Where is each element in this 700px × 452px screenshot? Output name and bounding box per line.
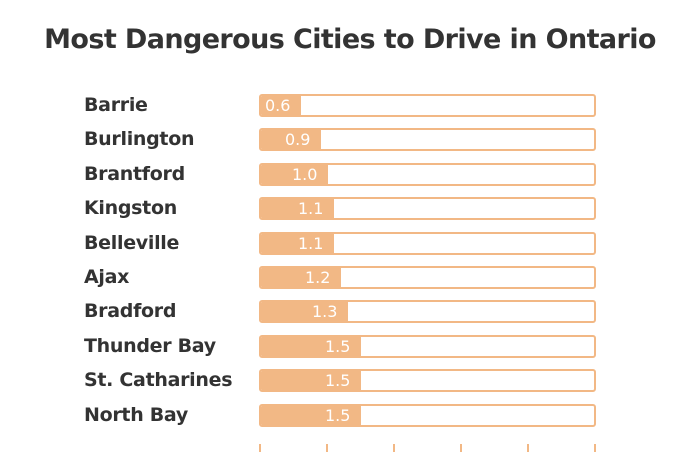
category-label: Ajax bbox=[84, 266, 130, 288]
bar-track: 1.1 bbox=[259, 232, 596, 255]
value-label: 1.5 bbox=[325, 337, 351, 356]
value-label: 1.5 bbox=[325, 371, 351, 390]
category-label: Bradford bbox=[84, 300, 177, 322]
bar-track: 1.1 bbox=[259, 197, 596, 220]
category-label: Belleville bbox=[84, 232, 180, 254]
bar-track: 1.0 bbox=[259, 163, 596, 186]
bar bbox=[261, 96, 301, 115]
value-label: 1.3 bbox=[312, 302, 338, 321]
category-label: Kingston bbox=[84, 197, 177, 219]
category-label: Brantford bbox=[84, 163, 185, 185]
bar-track: 1.5 bbox=[259, 335, 596, 358]
value-label: 0.6 bbox=[265, 96, 291, 115]
value-label: 1.1 bbox=[298, 234, 324, 253]
bar bbox=[261, 268, 341, 287]
value-label: 1.2 bbox=[305, 268, 331, 287]
bar-track: 1.3 bbox=[259, 300, 596, 323]
value-label: 1.1 bbox=[298, 199, 324, 218]
bar-track: 1.5 bbox=[259, 404, 596, 427]
bar bbox=[261, 406, 361, 425]
x-axis-tick bbox=[594, 444, 596, 452]
x-axis-tick bbox=[259, 444, 261, 452]
category-label: St. Catharines bbox=[84, 369, 233, 391]
bar-track: 0.6 bbox=[259, 94, 596, 117]
x-axis-tick bbox=[326, 444, 328, 452]
x-axis-tick bbox=[527, 444, 529, 452]
bar bbox=[261, 302, 348, 321]
value-label: 1.0 bbox=[292, 165, 318, 184]
category-label: Burlington bbox=[84, 128, 195, 150]
category-label: Barrie bbox=[84, 94, 148, 116]
bar-track: 1.5 bbox=[259, 369, 596, 392]
x-axis-tick bbox=[460, 444, 462, 452]
bar bbox=[261, 199, 334, 218]
value-label: 1.5 bbox=[325, 406, 351, 425]
bar-track: 1.2 bbox=[259, 266, 596, 289]
bar bbox=[261, 130, 321, 149]
x-axis-tick bbox=[393, 444, 395, 452]
bar bbox=[261, 371, 361, 390]
bar bbox=[261, 337, 361, 356]
chart-title: Most Dangerous Cities to Drive in Ontari… bbox=[44, 24, 656, 55]
bar-track: 0.9 bbox=[259, 128, 596, 151]
bar bbox=[261, 165, 328, 184]
value-label: 0.9 bbox=[285, 130, 311, 149]
category-label: Thunder Bay bbox=[84, 335, 216, 357]
bar bbox=[261, 234, 334, 253]
category-label: North Bay bbox=[84, 404, 188, 426]
